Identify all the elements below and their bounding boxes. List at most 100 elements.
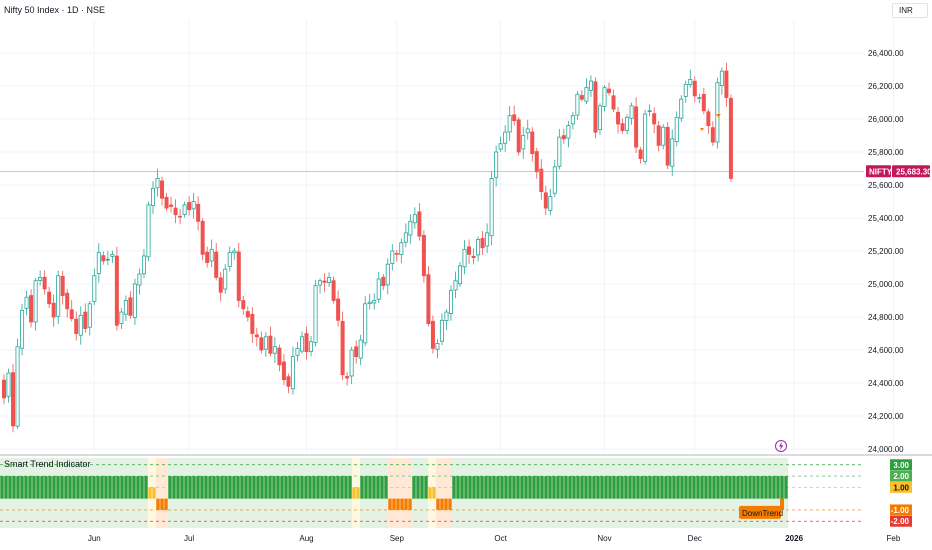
trend-bar xyxy=(676,476,680,499)
candle-body xyxy=(65,292,70,310)
candle xyxy=(494,145,499,187)
trend-bar xyxy=(752,476,756,499)
trend-bar xyxy=(568,476,572,499)
candle xyxy=(309,335,314,357)
candle-body xyxy=(552,166,557,194)
lightning-icon[interactable] xyxy=(775,440,787,452)
y-tick-label: 26,000.00 xyxy=(868,115,904,124)
trend-bar xyxy=(628,476,632,499)
marker-triangle xyxy=(716,114,721,118)
candle-body xyxy=(250,313,255,334)
trend-bar xyxy=(616,476,620,499)
candle-body xyxy=(625,116,630,131)
symbol-title[interactable]: Nifty 50 Index · 1D · NSE xyxy=(4,5,105,15)
candle-body xyxy=(516,119,521,153)
candle xyxy=(349,346,354,385)
trend-bar xyxy=(688,476,692,499)
candle xyxy=(281,354,286,386)
trend-bar xyxy=(472,476,476,499)
candle-body xyxy=(367,301,372,304)
candle xyxy=(679,95,684,123)
candle-body xyxy=(503,131,508,144)
candle xyxy=(430,315,435,354)
price-axis[interactable]: 24,000.00 24,200.00 24,400.00 24,600.00 24,8… xyxy=(868,49,904,454)
trend-bar xyxy=(224,476,228,499)
trend-bar xyxy=(608,476,612,499)
trend-bg-cell xyxy=(404,458,409,528)
trend-bar xyxy=(660,476,664,499)
candle xyxy=(101,251,106,265)
x-tick-label: Sep xyxy=(390,534,405,543)
trend-bar xyxy=(408,498,412,510)
trend-bar xyxy=(648,476,652,499)
trend-bar xyxy=(556,476,560,499)
candle xyxy=(155,168,160,197)
candle-body xyxy=(403,232,408,243)
candle-body xyxy=(498,143,503,150)
candle-body xyxy=(462,248,467,268)
trend-bar xyxy=(372,476,376,499)
candle xyxy=(570,111,575,130)
candle-body xyxy=(467,246,472,255)
trend-bar xyxy=(652,476,656,499)
candle xyxy=(715,77,720,149)
trend-bar xyxy=(524,476,528,499)
y-tick-label: 25,400.00 xyxy=(868,214,904,223)
candle-body xyxy=(354,346,359,357)
level-label: 3.00 xyxy=(893,461,909,470)
candle xyxy=(399,238,404,264)
trend-bar xyxy=(188,476,192,499)
trend-bg-cell xyxy=(440,458,445,528)
trend-bar xyxy=(548,476,552,499)
trend-bar xyxy=(132,476,136,499)
trend-bar xyxy=(64,476,68,499)
trend-bar xyxy=(32,476,36,499)
candle xyxy=(345,372,350,386)
y-tick-label: 25,000.00 xyxy=(868,280,904,289)
candle xyxy=(670,129,675,176)
trend-bar xyxy=(72,476,76,499)
trend-bg-cell xyxy=(160,458,165,528)
currency-selector[interactable]: INR xyxy=(892,3,928,18)
trend-bar xyxy=(780,476,784,499)
candle-body xyxy=(512,114,517,122)
trend-bg-cell xyxy=(400,458,405,528)
candle-body xyxy=(245,311,250,318)
candle-body xyxy=(2,379,7,399)
candle-body xyxy=(616,111,621,125)
time-axis[interactable]: Jun Jul Aug Sep Oct Nov Dec 2026 Feb xyxy=(88,534,901,543)
y-tick-label: 24,200.00 xyxy=(868,412,904,421)
indicator-title[interactable]: Smart Trend Indicator xyxy=(4,459,91,469)
trend-bar xyxy=(592,476,596,499)
candle-body xyxy=(471,255,476,258)
candle xyxy=(683,80,688,103)
candle xyxy=(254,327,259,347)
trend-bar xyxy=(272,476,276,499)
trend-bar xyxy=(0,476,4,499)
candle xyxy=(51,294,56,327)
trend-bar xyxy=(708,476,712,499)
candle-body xyxy=(719,70,724,86)
candle xyxy=(96,243,101,283)
candle xyxy=(78,306,83,345)
trend-bar xyxy=(160,498,164,510)
price-badge-value: 25,683.30 xyxy=(896,167,932,176)
candle-body xyxy=(661,126,666,146)
candle xyxy=(146,201,151,262)
trend-bar xyxy=(232,476,236,499)
candle-body xyxy=(638,149,643,160)
candle xyxy=(182,201,187,218)
candle-body xyxy=(643,113,648,162)
trend-bar xyxy=(304,476,308,499)
trend-bar xyxy=(440,498,444,510)
candle xyxy=(710,121,715,146)
candle-body xyxy=(634,106,639,148)
candle-body xyxy=(697,97,702,99)
trend-bar xyxy=(216,476,220,499)
candle-body xyxy=(453,280,458,291)
trend-bar xyxy=(740,476,744,499)
trend-bar xyxy=(460,476,464,499)
candle-body xyxy=(254,334,259,338)
candle-body xyxy=(15,346,20,427)
